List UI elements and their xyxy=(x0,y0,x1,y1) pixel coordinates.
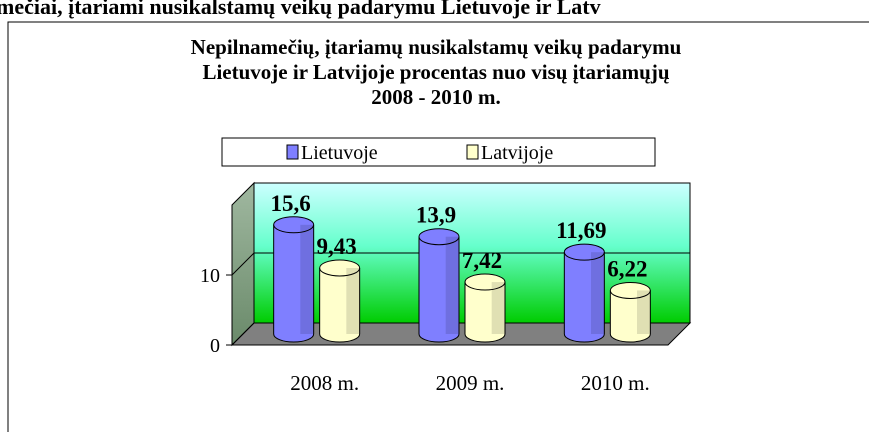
legend-label: Latvijoje xyxy=(481,142,553,164)
page-heading: mečiai, įtariami nusikalstamų veikų pada… xyxy=(0,0,601,19)
bar-shade xyxy=(346,267,360,334)
grid-line xyxy=(231,322,690,346)
chart-title: 2008 - 2010 m. xyxy=(371,85,501,109)
bar xyxy=(418,228,460,343)
y-tick-label: 0 xyxy=(210,335,220,357)
bar-outline xyxy=(609,290,651,343)
bar xyxy=(563,243,605,343)
bar-outline xyxy=(563,252,605,343)
bar-top xyxy=(464,273,506,291)
bar-shade xyxy=(491,282,505,334)
legend-swatch xyxy=(466,144,479,160)
data-label: 6,22 xyxy=(607,256,647,281)
bar-top xyxy=(418,228,460,246)
bar-shade xyxy=(445,236,459,334)
x-tick-label: 2009 m. xyxy=(436,371,505,395)
data-label: 15,6 xyxy=(271,191,311,216)
data-label: 13,9 xyxy=(416,203,456,228)
bar-outline xyxy=(273,224,315,343)
bar-shade xyxy=(591,252,605,334)
bar-top xyxy=(609,281,651,299)
bar-outline xyxy=(319,267,361,343)
bar xyxy=(273,216,315,343)
bar xyxy=(464,273,506,343)
bar-top xyxy=(319,259,361,277)
x-tick-label: 2008 m. xyxy=(290,371,359,395)
legend-swatch xyxy=(286,144,299,160)
bar-shade xyxy=(300,224,314,334)
bar-outline xyxy=(418,236,460,343)
grid-line xyxy=(231,252,690,276)
bar-top xyxy=(273,216,315,234)
data-label: 11,69 xyxy=(556,218,606,243)
data-label: 7,42 xyxy=(462,248,502,273)
bar-top xyxy=(563,243,605,261)
bar xyxy=(609,281,651,343)
bar-outline xyxy=(464,282,506,343)
data-label: 9,43 xyxy=(317,234,357,259)
chart-title: Nepilnamečių, įtariamų nusikalstamų veik… xyxy=(191,35,682,59)
bar xyxy=(319,259,361,343)
chart-title: Lietuvoje ir Latvijoje procentas nuo vis… xyxy=(202,60,669,84)
legend-label: Lietuvoje xyxy=(301,142,378,164)
y-tick-label: 10 xyxy=(200,265,220,287)
x-tick-label: 2010 m. xyxy=(581,371,650,395)
bar-shade xyxy=(637,290,651,334)
